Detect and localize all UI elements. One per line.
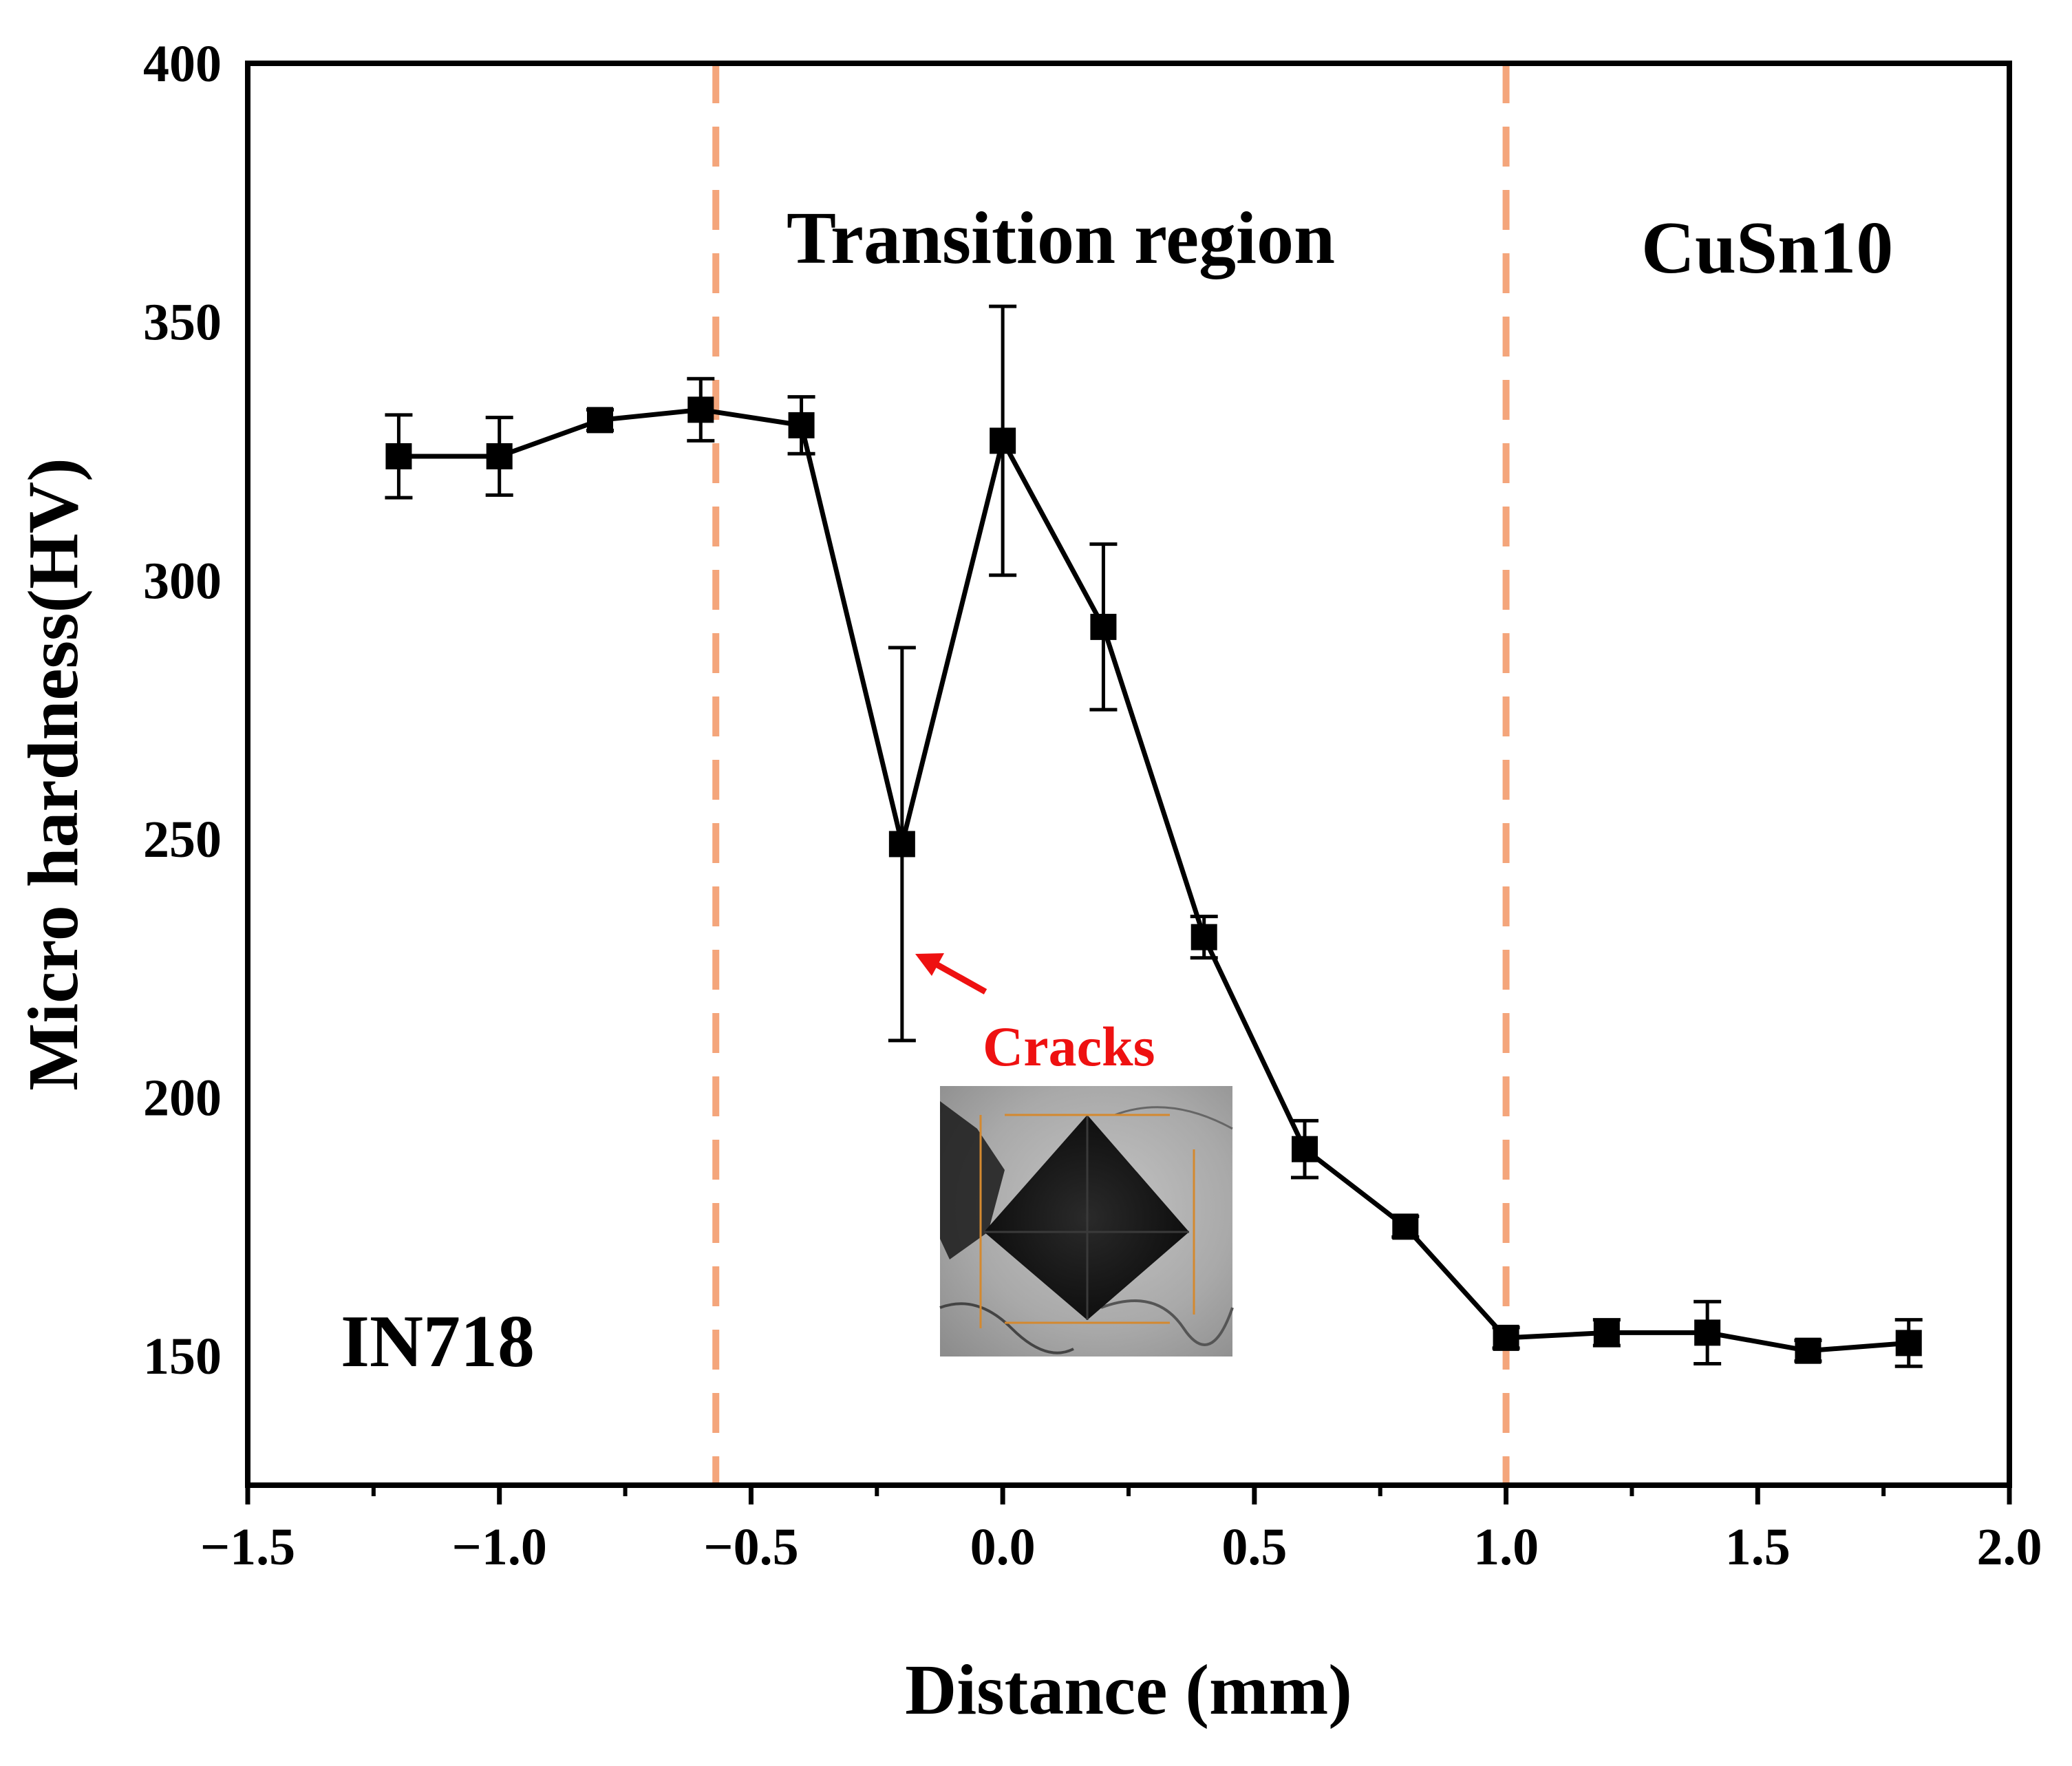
data-point-13 xyxy=(1593,1319,1620,1346)
inset-micrograph xyxy=(939,1086,1234,1357)
data-point-15 xyxy=(1795,1337,1822,1364)
y-tick-label: 250 xyxy=(143,811,222,869)
y-axis: 150 200 250 300 350 400 xyxy=(143,35,222,1385)
y-tick-label: 400 xyxy=(143,35,222,93)
region-label-transition: Transition region xyxy=(787,198,1335,279)
data-point-16 xyxy=(1895,1330,1922,1357)
x-axis: −1.5 −1.0 −0.5 0.0 0.5 1.0 1.5 2.0 xyxy=(200,1485,2042,1576)
data-point-8 xyxy=(1090,613,1117,640)
x-tick-label: 2.0 xyxy=(1977,1518,2042,1576)
cracks-arrow xyxy=(930,959,987,994)
region-label-cusn10: CuSn10 xyxy=(1641,207,1893,289)
data-point-4 xyxy=(687,396,714,423)
cracks-annotation: Cracks xyxy=(915,953,1155,1078)
cracks-label: Cracks xyxy=(983,1015,1155,1078)
series-micro-hardness xyxy=(385,304,1923,1368)
x-tick-label: −0.5 xyxy=(703,1518,798,1576)
x-tick-label: 1.5 xyxy=(1725,1518,1791,1576)
cracks-arrow-head-icon xyxy=(915,953,944,976)
data-point-2 xyxy=(486,443,513,469)
x-tick-label: 0.0 xyxy=(970,1518,1036,1576)
series-line xyxy=(398,407,1909,1354)
region-boundaries xyxy=(712,63,1510,1485)
y-tick-label: 200 xyxy=(143,1070,222,1127)
data-point-1 xyxy=(385,443,412,469)
x-tick-label: −1.0 xyxy=(452,1518,547,1576)
y-tick-label: 350 xyxy=(143,294,222,352)
data-point-14 xyxy=(1694,1319,1721,1346)
y-axis-title: Micro hardness(HV) xyxy=(14,458,93,1091)
x-tick-label: 0.5 xyxy=(1221,1518,1287,1576)
data-point-11 xyxy=(1392,1213,1419,1240)
data-point-5 xyxy=(788,412,815,438)
x-tick-label: 1.0 xyxy=(1473,1518,1539,1576)
data-point-12 xyxy=(1493,1324,1519,1351)
x-axis-title: Distance (mm) xyxy=(905,1650,1352,1730)
x-tick-label: −1.5 xyxy=(200,1518,295,1576)
data-point-9 xyxy=(1190,924,1217,950)
data-point-3 xyxy=(587,407,613,434)
data-point-7 xyxy=(990,427,1016,454)
data-point-6 xyxy=(888,831,915,858)
region-label-in718: IN718 xyxy=(341,1301,535,1383)
data-point-10 xyxy=(1292,1136,1318,1162)
y-tick-label: 300 xyxy=(143,552,222,610)
y-tick-label: 150 xyxy=(143,1328,222,1385)
